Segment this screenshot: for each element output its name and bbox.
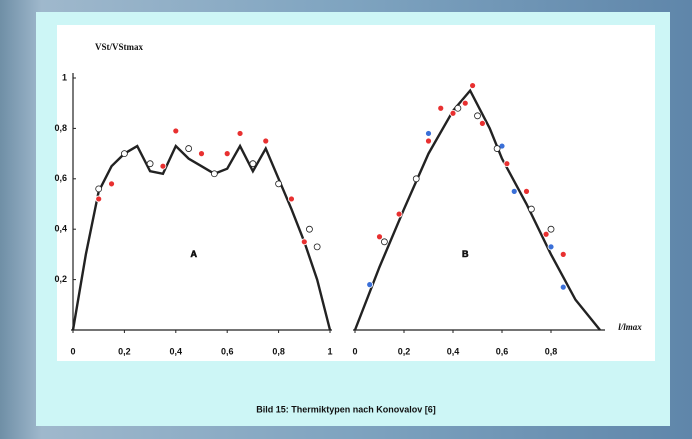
data-point: [159, 162, 167, 170]
panel-label: B: [462, 249, 469, 259]
data-point: [437, 104, 445, 112]
data-point: [172, 127, 180, 135]
data-point: [425, 130, 432, 137]
data-point: [493, 145, 501, 152]
data-point: [236, 130, 244, 137]
data-point: [380, 238, 388, 246]
x-tick-label: 0: [352, 346, 357, 356]
data-point: [376, 233, 383, 241]
data-point: [461, 99, 469, 107]
data-point: [559, 283, 567, 291]
x-tick-label: 0,4: [170, 346, 183, 356]
data-point: [542, 230, 550, 238]
data-point: [478, 119, 486, 127]
data-point: [395, 210, 403, 218]
x-tick-label: 0,8: [272, 346, 285, 356]
data-point: [300, 238, 308, 246]
data-point: [547, 225, 555, 233]
panel-label: A: [191, 249, 198, 259]
data-point: [503, 160, 511, 168]
x-tick-label: 0: [70, 346, 75, 356]
x-tick-label: 0,6: [496, 346, 509, 356]
x-tick-label: 0,2: [398, 346, 411, 356]
data-point: [108, 180, 115, 188]
data-point: [95, 195, 103, 203]
data-point: [146, 160, 154, 168]
x-tick-label: 0,6: [221, 346, 234, 356]
data-point: [198, 150, 205, 158]
data-point: [210, 170, 218, 178]
y-tick-label: 0,8: [54, 123, 67, 133]
y-tick-label: 0,6: [54, 173, 67, 183]
data-point: [523, 187, 530, 195]
caption: Bild 15: Thermiktypen nach Konovalov [6]: [256, 404, 436, 414]
data-point: [469, 82, 477, 89]
data-point: [306, 225, 313, 233]
data-point: [275, 180, 283, 188]
data-point: [366, 281, 374, 289]
data-point: [121, 150, 128, 158]
curve: [353, 88, 601, 331]
y-tick-label: 1: [62, 72, 67, 82]
data-point: [547, 243, 555, 251]
data-point: [313, 243, 321, 251]
x-tick-label: 1: [327, 346, 332, 356]
x-tick-label: 0,4: [447, 346, 460, 356]
data-point: [249, 160, 257, 168]
data-point: [185, 145, 193, 152]
x-tick-label: 0,2: [118, 346, 131, 356]
data-point: [474, 112, 481, 120]
data-point: [449, 109, 457, 117]
y-tick-label: 0,4: [54, 224, 67, 234]
data-point: [559, 250, 567, 258]
data-point: [425, 137, 432, 145]
y-tick-label: 0,2: [54, 274, 67, 284]
data-point: [95, 185, 103, 193]
y-axis-label: VSt/VStmax: [95, 42, 144, 52]
data-point: [288, 195, 295, 203]
data-point: [262, 137, 270, 145]
data-point: [510, 187, 518, 195]
x-tick-label: 0,8: [545, 346, 558, 356]
data-point: [412, 175, 420, 183]
data-point: [223, 150, 231, 158]
x-axis-label: l/lmax: [618, 322, 642, 332]
figure-background: [57, 25, 655, 361]
data-point: [528, 205, 535, 213]
data-point: [454, 104, 462, 112]
curve: [71, 143, 332, 331]
